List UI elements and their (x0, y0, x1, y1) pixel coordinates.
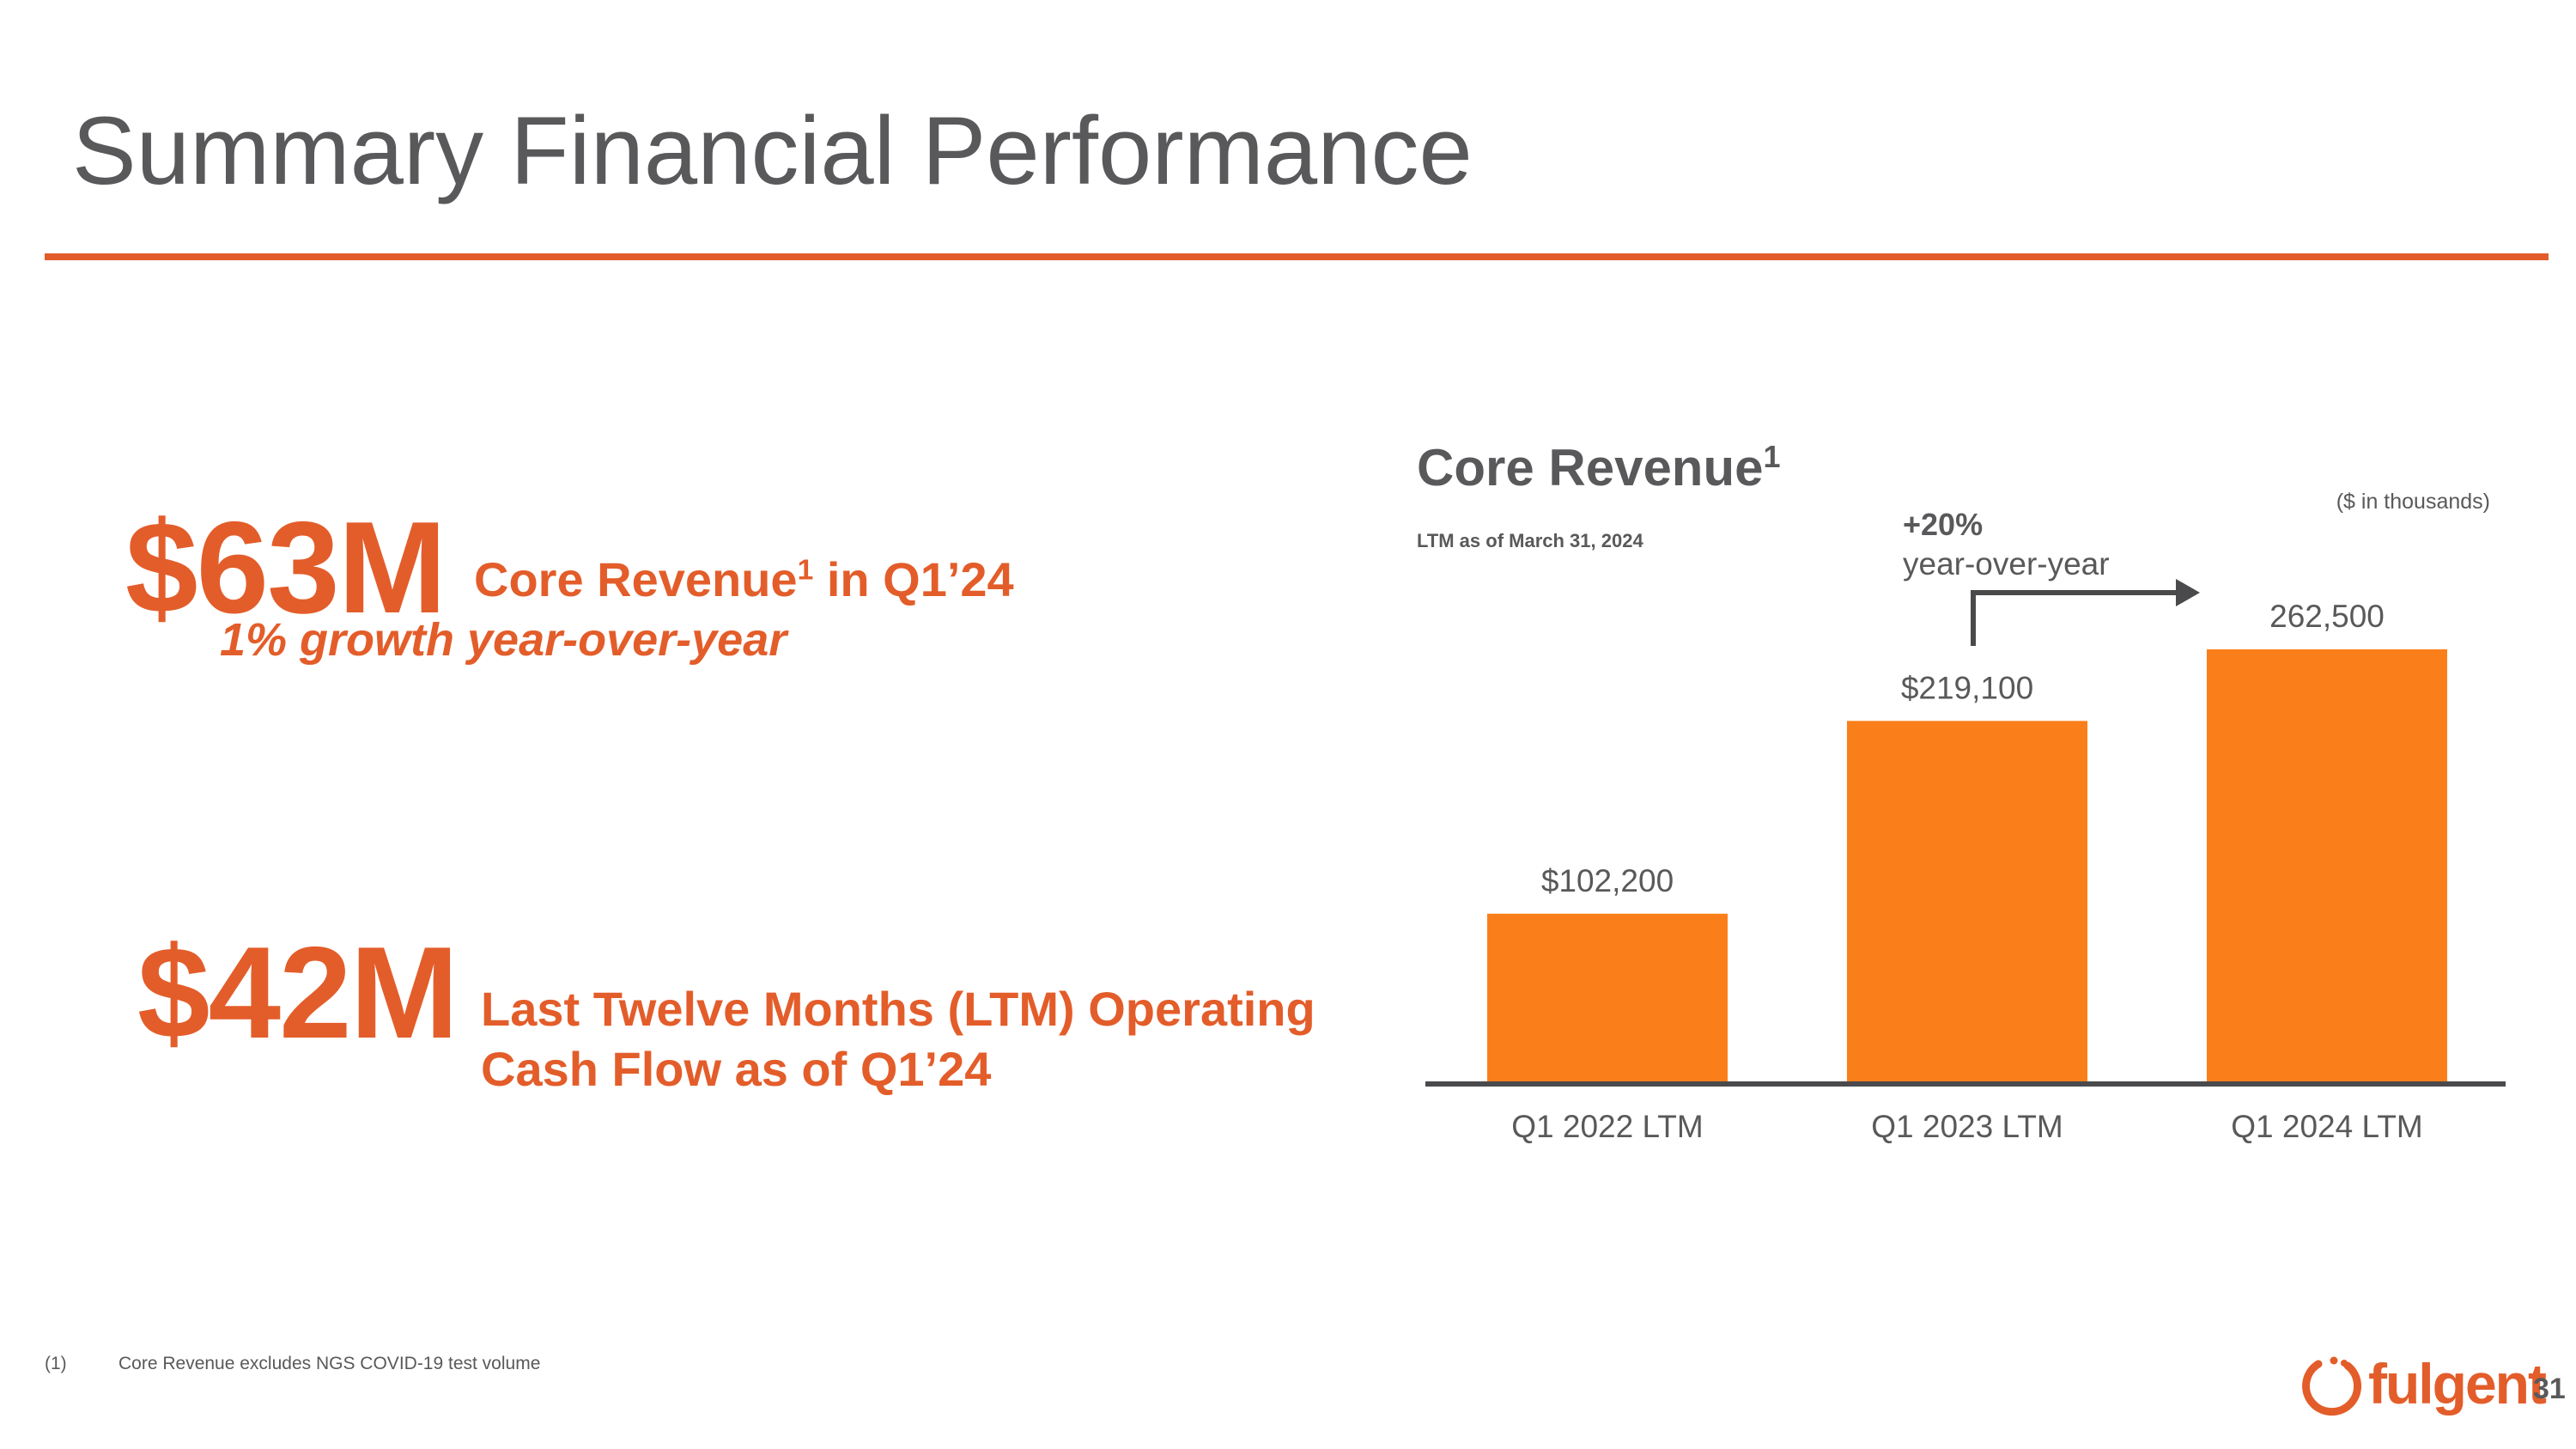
footnote-marker: (1) (45, 1354, 67, 1373)
bar-q1-2023-ltm (1847, 721, 2087, 1082)
growth-label: year-over-year (1903, 546, 2110, 581)
kpi-core-revenue-value: $63M (125, 495, 447, 641)
chart-title-footnote-ref: 1 (1763, 439, 1781, 474)
bar-data-label: $219,100 (1901, 670, 2033, 705)
kpi-core-revenue-label-suffix: in Q1’24 (813, 552, 1014, 606)
chart-title-text: Core Revenue (1417, 439, 1764, 496)
bar-data-label: $102,200 (1541, 863, 1674, 898)
x-tick-label: Q1 2023 LTM (1871, 1109, 2063, 1144)
units-note: ($ in thousands) (2336, 490, 2490, 514)
kpi-core-revenue-growth: 1% growth year-over-year (220, 614, 787, 666)
x-tick-label: Q1 2022 LTM (1511, 1109, 1703, 1144)
title-divider (45, 253, 2549, 260)
kpi-cash-flow-label-line1: Last Twelve Months (LTM) Operating (481, 982, 1315, 1036)
kpi-core-revenue-label-text: Core Revenue (474, 552, 798, 606)
footnote-text: Core Revenue excludes NGS COVID-19 test … (118, 1354, 541, 1373)
growth-percent: +20% (1903, 507, 1984, 542)
kpi-cash-flow-value: $42M (137, 920, 459, 1066)
kpi-cash-flow-label-line2: Cash Flow as of Q1’24 (481, 1042, 992, 1096)
bar-q1-2022-ltm (1487, 913, 1728, 1082)
fulgent-ring-icon (2302, 1356, 2362, 1416)
kpi-cash-flow-label: Last Twelve Months (LTM) Operating Cash … (481, 979, 1315, 1099)
page-number: 31 (2533, 1373, 2566, 1405)
growth-arrowhead (2176, 579, 2200, 606)
x-tick-label: Q1 2024 LTM (2231, 1109, 2422, 1144)
bar-q1-2024-ltm (2207, 649, 2447, 1082)
bar-data-label: 262,500 (2269, 599, 2385, 634)
page-title: Summary Financial Performance (72, 97, 1473, 204)
chart-subtitle: LTM as of March 31, 2024 (1417, 530, 1643, 551)
chart-title: Core Revenue1 (1417, 439, 1781, 496)
kpi-core-revenue-footnote-ref: 1 (797, 554, 814, 587)
kpi-core-revenue-label: Core Revenue1 in Q1’24 (474, 550, 1014, 610)
fulgent-logo-wordmark: fulgent (2368, 1352, 2547, 1416)
growth-arrow (1971, 590, 2181, 646)
